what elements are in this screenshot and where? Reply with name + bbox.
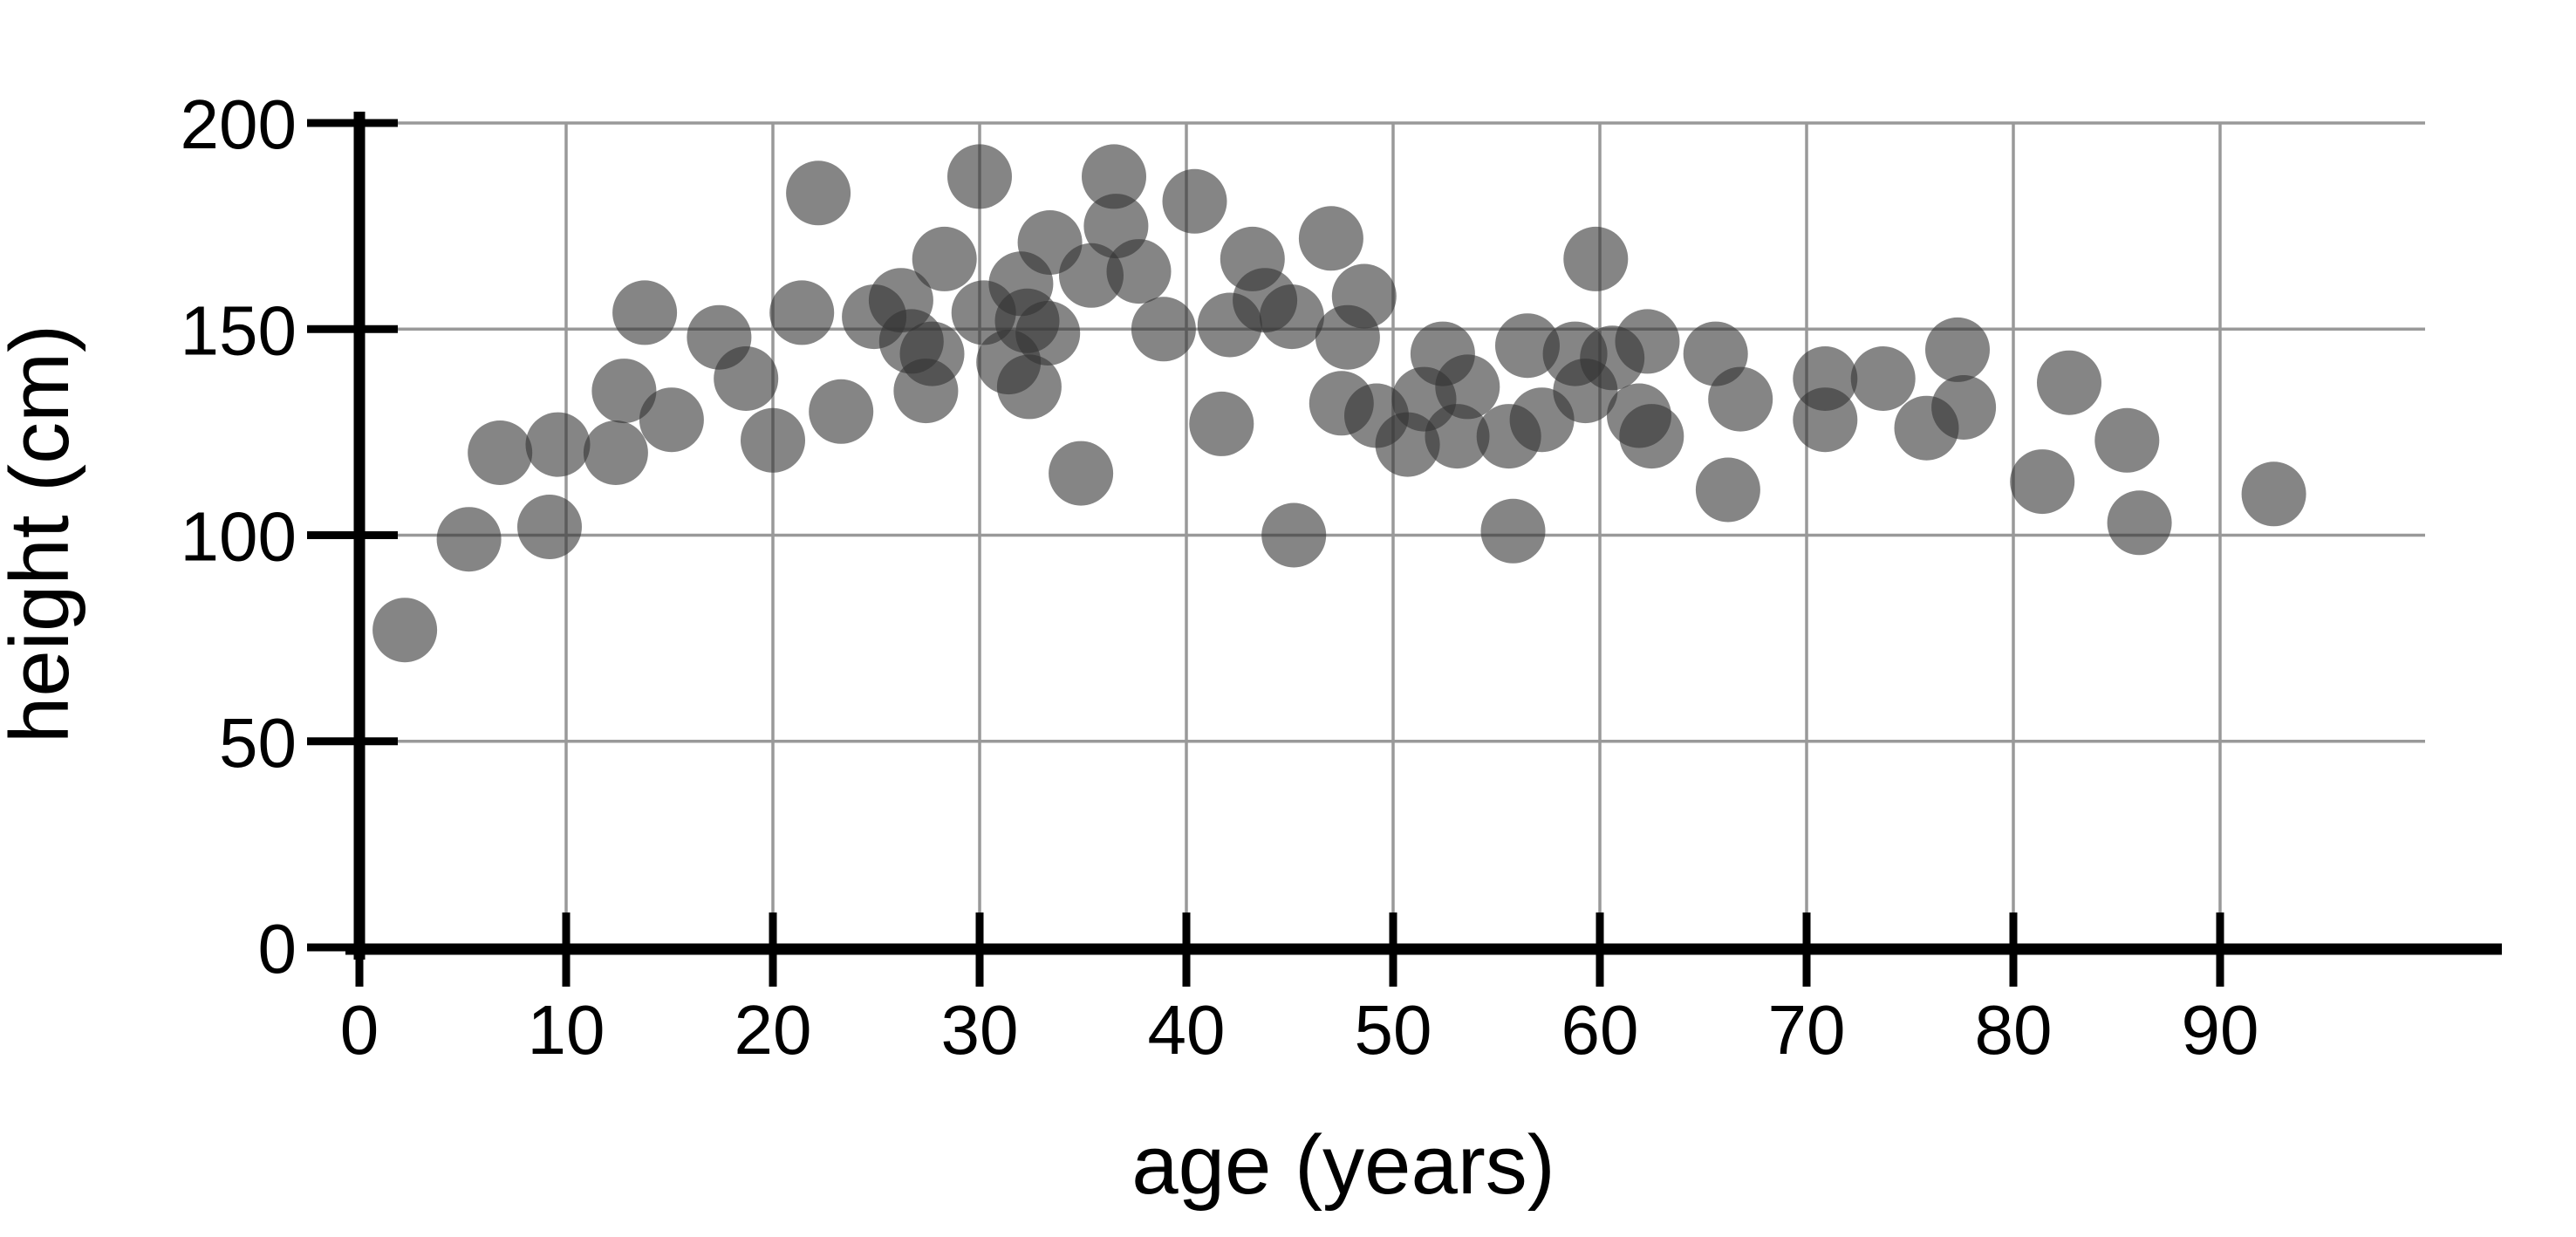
data-point — [1695, 457, 1760, 523]
data-point — [1925, 317, 1990, 382]
data-point — [1131, 297, 1196, 362]
x-tick-label: 50 — [1355, 991, 1432, 1069]
data-point — [612, 280, 678, 345]
data-point — [1298, 206, 1363, 271]
data-point — [1106, 239, 1172, 304]
data-point — [2037, 350, 2101, 415]
data-point — [996, 354, 1062, 420]
data-point — [2241, 461, 2306, 527]
data-point — [714, 346, 779, 411]
data-point — [1331, 263, 1397, 329]
data-point — [1049, 441, 1114, 506]
data-point — [468, 420, 533, 485]
y-tick-label: 50 — [219, 704, 297, 782]
x-tick-label: 70 — [1768, 991, 1846, 1069]
data-point — [912, 226, 977, 291]
x-tick-label: 20 — [735, 991, 812, 1069]
data-point — [1435, 354, 1500, 420]
x-tick-label: 80 — [1975, 991, 2053, 1069]
data-point — [2107, 490, 2172, 556]
data-point — [1615, 309, 1680, 374]
x-tick-label: 60 — [1561, 991, 1639, 1069]
data-point — [786, 161, 851, 226]
y-axis-title: height (cm) — [0, 325, 86, 743]
data-point — [591, 359, 657, 424]
data-point — [1259, 284, 1324, 350]
data-point — [1850, 346, 1916, 411]
data-point — [1708, 366, 1773, 432]
data-point — [1082, 144, 1146, 209]
data-point — [1015, 301, 1081, 366]
x-tick-label: 90 — [2182, 991, 2259, 1069]
data-point — [947, 144, 1012, 209]
y-tick-label: 100 — [181, 498, 297, 576]
x-tick-label: 10 — [528, 991, 605, 1069]
data-point — [1480, 498, 1546, 564]
data-point — [1261, 502, 1327, 568]
data-point — [1619, 404, 1684, 469]
data-point — [639, 387, 704, 453]
axis-labels: age (years) height (cm) — [0, 325, 1555, 1212]
data-point — [1189, 391, 1254, 456]
data-point — [2094, 407, 2160, 473]
data-point — [741, 407, 805, 473]
data-point — [1793, 387, 1858, 453]
data-point — [1563, 226, 1629, 291]
data-point — [809, 379, 874, 444]
data-point — [583, 420, 648, 485]
data-points — [372, 144, 2306, 663]
x-axis-title: age (years) — [1131, 1118, 1555, 1212]
data-point — [436, 507, 502, 572]
data-point — [1425, 404, 1490, 469]
x-tick-label: 40 — [1148, 991, 1226, 1069]
data-point — [2010, 449, 2075, 515]
data-point — [893, 359, 959, 424]
data-point — [1495, 313, 1560, 379]
data-point — [372, 598, 438, 663]
axes: 0 10 20 30 40 50 60 70 80 90 0 50 100 150 200 — [181, 85, 2502, 1069]
y-tick-label: 0 — [258, 910, 297, 988]
data-point — [1931, 375, 1997, 440]
data-point — [517, 495, 582, 559]
y-tick-label: 200 — [181, 85, 297, 163]
data-point — [1162, 168, 1227, 234]
x-tick-label: 30 — [941, 991, 1019, 1069]
data-point — [1059, 243, 1124, 308]
data-point — [525, 412, 591, 477]
data-point — [769, 280, 835, 345]
y-tick-label: 150 — [181, 291, 297, 369]
x-tick-label: 0 — [340, 991, 379, 1069]
